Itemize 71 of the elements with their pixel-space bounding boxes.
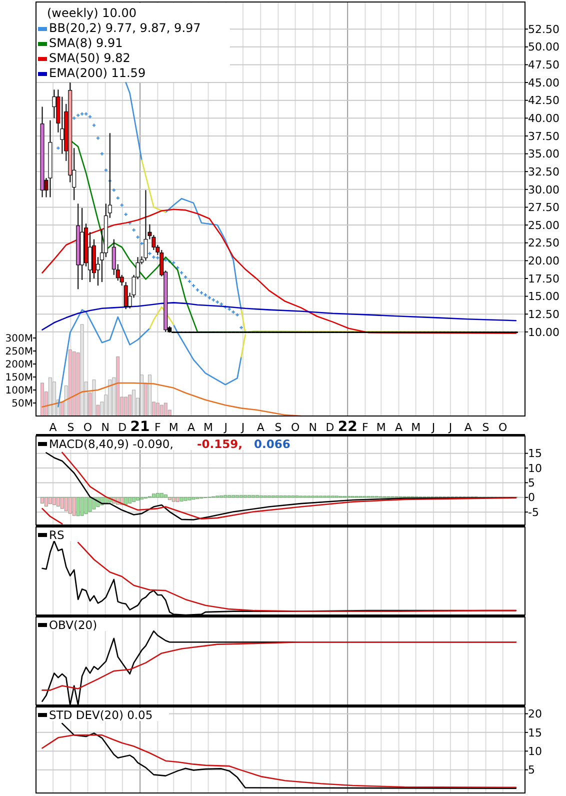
x-tick-label: S bbox=[67, 421, 74, 434]
legend-label: OBV(20) bbox=[49, 618, 98, 632]
y-tick-label: 15 bbox=[528, 447, 542, 460]
x-tick-label: M bbox=[411, 421, 421, 434]
x-tick-label: A bbox=[187, 421, 196, 434]
y-tick-label: 10 bbox=[528, 744, 542, 758]
x-tick-label: M bbox=[168, 421, 178, 434]
y-tick-label: -5 bbox=[528, 506, 539, 519]
x-tick-label: O bbox=[498, 421, 508, 434]
legend-label: MACD(8,40,9) -0.090, bbox=[49, 437, 174, 451]
legend-label: RS bbox=[49, 528, 64, 542]
y-tick-label: 25.00 bbox=[528, 218, 560, 232]
x-tick-label: F bbox=[362, 421, 368, 434]
y-tick-label: 10 bbox=[528, 462, 542, 475]
y-tick-label: 12.50 bbox=[528, 308, 560, 321]
x-tick-label: O bbox=[83, 421, 92, 434]
y-tick-label: 47.50 bbox=[528, 58, 560, 72]
y-tick-label: 20.00 bbox=[528, 254, 560, 268]
annotation: 0.066 bbox=[254, 437, 290, 451]
y-tick-label: 17.50 bbox=[528, 272, 560, 286]
x-tick-label: M bbox=[376, 421, 386, 434]
x-tick-label: N bbox=[101, 421, 110, 434]
y-tick-label: 50.00 bbox=[528, 40, 560, 54]
x-tick-label: D bbox=[326, 421, 334, 434]
y-tick-label: 15 bbox=[528, 726, 542, 740]
y-tick-label: 0 bbox=[528, 491, 535, 504]
x-tick-label: A bbox=[256, 421, 265, 434]
x-tick-label: 21 bbox=[130, 419, 150, 435]
x-tick-label: S bbox=[482, 421, 490, 434]
y2-tick-label: 300M bbox=[5, 333, 33, 344]
y2-tick-label: 100M bbox=[5, 385, 33, 396]
legend-label: STD DEV(20) 0.05 bbox=[49, 708, 153, 722]
y-tick-label: 37.50 bbox=[528, 130, 560, 143]
y2-tick-label: 250M bbox=[5, 346, 33, 358]
x-tick-label: J bbox=[240, 421, 245, 434]
chart-title: (weekly) 10.00 bbox=[47, 6, 136, 20]
x-tick-label: A bbox=[464, 421, 472, 434]
legend-label: BB(20,2) 9.77, 9.87, 9.97 bbox=[49, 21, 201, 35]
y2-tick-label: 150M bbox=[5, 372, 33, 384]
y-tick-label: 20 bbox=[528, 708, 542, 721]
y-tick-label: 32.50 bbox=[528, 165, 560, 178]
y-tick-label: 10.00 bbox=[528, 326, 560, 339]
y-tick-label: 40.00 bbox=[528, 112, 560, 125]
y-tick-label: 15.00 bbox=[528, 290, 560, 304]
x-tick-label: S bbox=[274, 421, 282, 434]
x-tick-label: D bbox=[118, 421, 127, 434]
x-tick-label: F bbox=[154, 421, 161, 434]
y-tick-label: 52.50 bbox=[528, 22, 560, 36]
y-tick-label: 27.50 bbox=[528, 201, 560, 214]
x-tick-label: A bbox=[395, 421, 404, 434]
y-tick-label: 45.00 bbox=[528, 76, 560, 90]
x-tick-label: J bbox=[223, 421, 228, 434]
x-tick-label: A bbox=[49, 421, 58, 434]
legend-label: SMA(50) 9.82 bbox=[49, 51, 130, 65]
x-tick-label: N bbox=[308, 421, 318, 434]
y-tick-label: 35.00 bbox=[528, 148, 560, 161]
y-tick-label: 30.00 bbox=[528, 183, 560, 196]
y-tick-label: 5 bbox=[528, 764, 535, 777]
x-tick-label: J bbox=[448, 421, 452, 434]
x-tick-label: J bbox=[430, 421, 436, 434]
legend-label: SMA(8) 9.91 bbox=[49, 36, 123, 50]
y2-tick-label: 200M bbox=[5, 359, 33, 370]
x-tick-label: O bbox=[290, 421, 300, 434]
y-tick-label: 5 bbox=[528, 476, 535, 490]
y-tick-label: 42.50 bbox=[528, 94, 560, 108]
y2-tick-label: 50M bbox=[12, 398, 33, 410]
text: -0.159, bbox=[197, 437, 243, 451]
legend-label: EMA(200) 11.59 bbox=[49, 66, 146, 80]
x-tick-label: 22 bbox=[338, 419, 358, 435]
x-tick-label: M bbox=[204, 421, 214, 434]
y-tick-label: 22.50 bbox=[528, 236, 560, 250]
